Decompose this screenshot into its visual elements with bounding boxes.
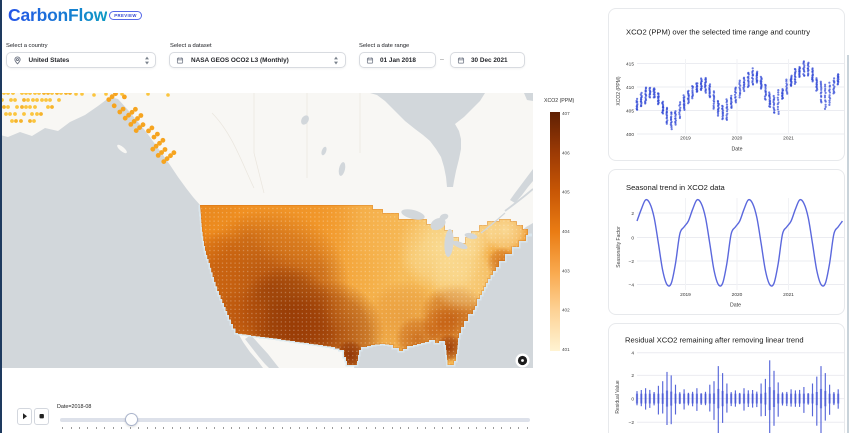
svg-text:2: 2	[631, 373, 634, 379]
svg-text:−2: −2	[629, 259, 635, 265]
svg-text:405: 405	[562, 190, 570, 195]
svg-text:406: 406	[562, 150, 570, 155]
svg-text:Seasonality Factor: Seasonality Factor	[616, 226, 622, 268]
svg-text:2020: 2020	[732, 292, 743, 298]
svg-text:2021: 2021	[783, 136, 794, 142]
svg-text:401: 401	[562, 347, 570, 352]
svg-text:402: 402	[562, 308, 570, 313]
svg-text:400: 400	[626, 132, 634, 138]
svg-text:2020: 2020	[732, 136, 743, 142]
svg-text:XCO2 (PPM): XCO2 (PPM)	[544, 98, 575, 104]
svg-text:Residual XCO2 remaining after: Residual XCO2 remaining after removing l…	[625, 336, 804, 345]
svg-text:404: 404	[562, 229, 570, 234]
svg-text:405: 405	[626, 108, 634, 114]
svg-text:2: 2	[631, 211, 634, 217]
svg-text:2019: 2019	[680, 292, 691, 298]
svg-text:Date: Date	[730, 303, 741, 309]
svg-text:415: 415	[626, 61, 634, 67]
svg-text:Seasonal trend in XCO2 data: Seasonal trend in XCO2 data	[626, 183, 726, 192]
svg-text:407: 407	[562, 111, 570, 116]
svg-text:−2: −2	[629, 420, 635, 426]
svg-text:2019: 2019	[680, 136, 691, 142]
svg-text:4: 4	[631, 351, 634, 357]
svg-text:0: 0	[631, 396, 634, 402]
svg-text:2021: 2021	[783, 292, 794, 298]
svg-text:403: 403	[562, 268, 570, 273]
svg-text:Residual Value: Residual Value	[615, 380, 621, 413]
svg-text:XCO2 (PPM): XCO2 (PPM)	[616, 76, 622, 106]
svg-text:Date: Date	[732, 147, 743, 153]
svg-text:0: 0	[631, 235, 634, 241]
svg-text:XCO2 (PPM) over the selected t: XCO2 (PPM) over the selected time range …	[626, 28, 810, 37]
svg-text:410: 410	[626, 85, 634, 91]
svg-text:−4: −4	[629, 282, 635, 288]
